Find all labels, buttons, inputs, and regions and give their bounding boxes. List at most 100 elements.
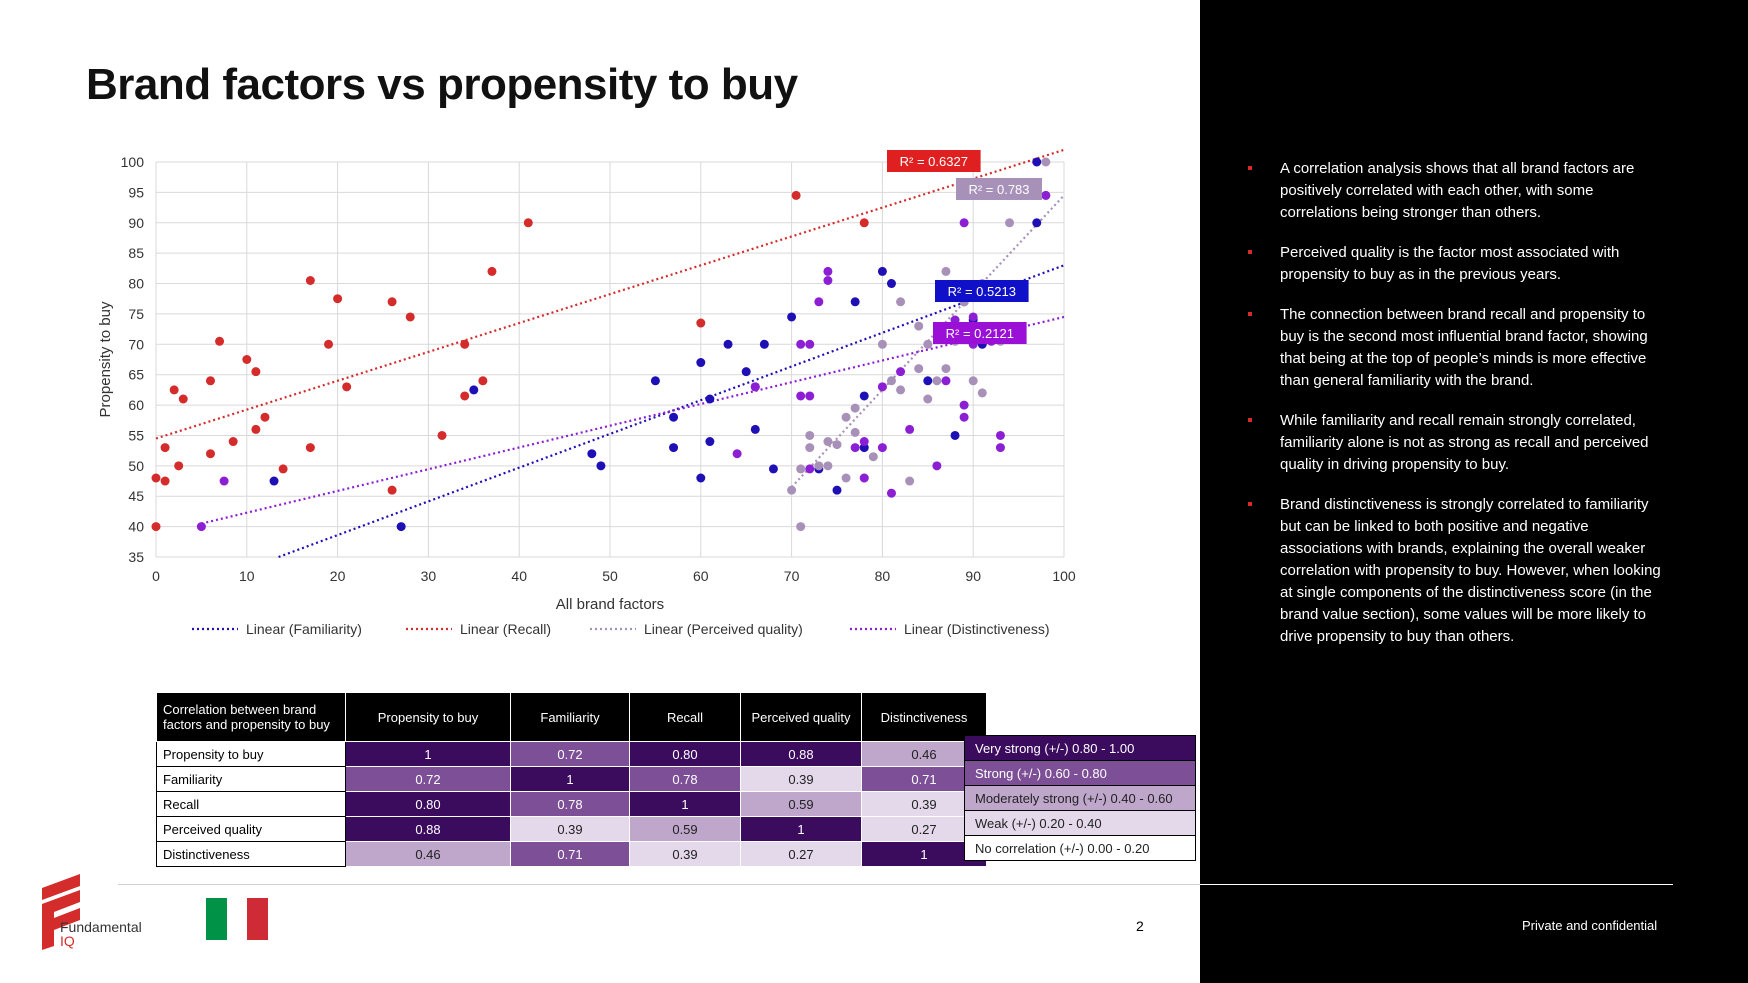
correlation-cell: 0.80 — [629, 741, 741, 767]
bullet-icon — [1248, 250, 1252, 254]
data-point-distinctiveness — [896, 367, 906, 377]
data-point-distinctiveness — [995, 430, 1005, 440]
data-point-distinctiveness — [905, 424, 915, 434]
data-point-recall — [174, 461, 184, 471]
data-point-familiarity — [923, 376, 933, 386]
strength-legend-item: No correlation (+/-) 0.00 - 0.20 — [964, 835, 1196, 861]
data-point-perceived-quality — [914, 321, 924, 331]
data-point-familiarity — [587, 449, 597, 459]
data-point-perceived-quality — [841, 473, 851, 483]
data-point-recall — [205, 449, 215, 459]
r2-label: R² = 0.6327 — [900, 154, 968, 169]
table-row: Distinctiveness 0.46 0.71 0.39 0.27 1 — [156, 841, 987, 867]
r2-label-box — [887, 150, 981, 172]
y-axis-label: Propensity to buy — [97, 301, 114, 417]
column-header: Familiarity — [510, 692, 630, 742]
correlation-cell: 0.39 — [510, 816, 630, 842]
correlation-cell: 0.88 — [740, 741, 862, 767]
bullet-icon — [1248, 312, 1252, 316]
data-point-recall — [215, 336, 225, 346]
data-point-distinctiveness — [941, 376, 951, 386]
data-point-perceived-quality — [823, 461, 833, 471]
data-point-distinctiveness — [959, 400, 969, 410]
correlation-cell: 0.80 — [345, 791, 511, 817]
data-point-distinctiveness — [823, 276, 833, 285]
data-point-recall — [151, 473, 161, 483]
data-point-recall — [437, 430, 447, 440]
data-point-perceived-quality — [923, 394, 933, 404]
data-point-recall — [305, 276, 315, 285]
data-point-recall — [478, 376, 488, 386]
data-point-perceived-quality — [1005, 218, 1015, 228]
finding-item: The connection between brand recall and … — [1248, 304, 1668, 392]
data-point-perceived-quality — [905, 476, 915, 486]
data-point-recall — [278, 464, 288, 474]
finding-text: The connection between brand recall and … — [1280, 306, 1648, 389]
data-point-perceived-quality — [923, 339, 933, 349]
r2-label: R² = 0.783 — [968, 182, 1029, 197]
data-point-perceived-quality — [805, 443, 815, 453]
logo-line2: IQ — [60, 933, 75, 949]
fundamental-iq-logo-icon — [42, 874, 80, 950]
data-point-distinctiveness — [732, 449, 742, 459]
y-tick-label: 35 — [128, 549, 144, 565]
data-point-familiarity — [696, 358, 706, 368]
table-row: Perceived quality 0.88 0.39 0.59 1 0.27 — [156, 816, 987, 842]
data-point-perceived-quality — [968, 376, 978, 386]
correlation-cell: 1 — [510, 766, 630, 792]
data-point-recall — [333, 294, 343, 304]
data-point-familiarity — [1032, 157, 1042, 167]
correlation-cell: 0.72 — [510, 741, 630, 767]
correlation-table: Correlation between brand factors and pr… — [156, 692, 987, 867]
column-header: Distinctiveness — [861, 692, 987, 742]
data-point-distinctiveness — [932, 461, 942, 471]
strength-legend-item: Moderately strong (+/-) 0.40 - 0.60 — [964, 785, 1196, 811]
data-point-distinctiveness — [805, 391, 815, 401]
y-tick-label: 40 — [128, 519, 144, 535]
data-point-recall — [460, 339, 470, 349]
finding-text: Brand distinctiveness is strongly correl… — [1280, 496, 1661, 645]
data-point-recall — [160, 443, 170, 453]
data-point-recall — [324, 339, 334, 349]
data-point-recall — [460, 391, 470, 401]
data-point-familiarity — [950, 430, 960, 440]
data-point-recall — [169, 385, 179, 395]
x-tick-label: 60 — [693, 568, 709, 584]
finding-item: Brand distinctiveness is strongly correl… — [1248, 494, 1668, 648]
data-point-recall — [387, 297, 397, 307]
data-point-familiarity — [705, 394, 715, 404]
strength-legend-item: Strong (+/-) 0.60 - 0.80 — [964, 760, 1196, 786]
scatter-chart: 35 40 45 50 55 60 65 70 75 80 85 90 95 100 0 10 20 30 40 50… — [97, 148, 1076, 637]
correlation-cell: 0.59 — [740, 791, 862, 817]
logo-text: Fundamental IQ — [60, 920, 142, 948]
data-point-perceived-quality — [977, 388, 987, 398]
trendline-familiarity — [278, 264, 1065, 559]
data-point-recall — [696, 318, 706, 328]
y-tick-label: 70 — [128, 336, 144, 352]
correlation-cell: 0.88 — [345, 816, 511, 842]
data-point-perceived-quality — [832, 440, 842, 450]
y-tick-label: 55 — [128, 427, 144, 443]
legend-label: Linear (Familiarity) — [246, 621, 362, 637]
footer-divider — [118, 884, 1200, 885]
data-point-familiarity — [768, 464, 778, 474]
x-axis-label: All brand factors — [556, 596, 664, 613]
strength-legend-item: Weak (+/-) 0.20 - 0.40 — [964, 810, 1196, 836]
data-point-distinctiveness — [196, 522, 206, 532]
table-row: Familiarity 0.72 1 0.78 0.39 0.71 — [156, 766, 987, 792]
confidential-label: Private and confidential — [1522, 918, 1658, 933]
finding-text: A correlation analysis shows that all br… — [1280, 160, 1635, 221]
data-point-distinctiveness — [995, 443, 1005, 453]
data-point-familiarity — [787, 312, 797, 322]
y-tick-label: 60 — [128, 397, 144, 413]
r2-label: R² = 0.2121 — [946, 326, 1014, 341]
row-label: Perceived quality — [156, 816, 346, 842]
x-tick-label: 0 — [152, 568, 160, 584]
data-point-recall — [387, 485, 397, 495]
bullet-icon — [1248, 418, 1252, 422]
data-point-perceived-quality — [941, 364, 951, 374]
data-point-recall — [342, 382, 352, 392]
data-point-perceived-quality — [814, 461, 824, 471]
legend-label: Linear (Distinctiveness) — [904, 621, 1050, 637]
data-point-perceived-quality — [877, 339, 887, 349]
